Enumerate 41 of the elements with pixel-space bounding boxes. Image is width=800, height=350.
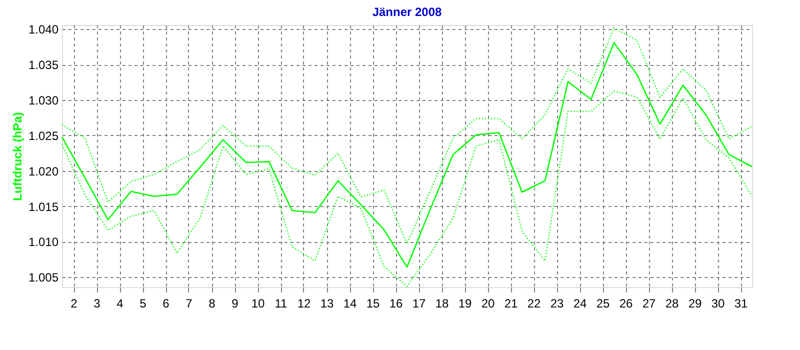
y-tick-label: 1.010	[28, 235, 59, 250]
x-tick-label: 24	[573, 296, 587, 310]
x-tick-label: 14	[343, 296, 357, 310]
y-tick-label: 1.020	[28, 164, 59, 178]
x-tick-label: 5	[140, 296, 147, 310]
y-tick-label: 1.025	[28, 128, 59, 143]
x-tick-label: 13	[320, 296, 334, 310]
x-tick-label: 23	[550, 296, 564, 310]
x-tick-label: 10	[251, 296, 265, 310]
x-tick-label: 9	[232, 296, 239, 310]
x-tick-label: 19	[458, 296, 472, 310]
y-tick-label: 1.040	[28, 22, 59, 37]
x-tick-label: 30	[711, 296, 725, 310]
x-tick-label: 3	[94, 296, 101, 310]
x-tick-label: 25	[596, 296, 610, 310]
x-tick-label: 29	[688, 296, 702, 310]
y-tick-label: 1.005	[28, 270, 59, 285]
x-tick-label: 8	[208, 296, 216, 310]
x-tick-label: 18	[435, 296, 449, 310]
y-tick-label: 1.035	[28, 58, 59, 72]
x-tick-label: 20	[481, 296, 495, 310]
x-tick-label: 15	[366, 296, 380, 310]
x-tick-label: 22	[527, 296, 541, 310]
chart-title: Jänner 2008	[372, 5, 442, 20]
y-tick-label: 1.030	[28, 94, 59, 108]
y-axis-title: Luftdruck (hPa)	[10, 112, 24, 201]
x-tick-label: 11	[274, 296, 288, 310]
x-tick-label: 27	[642, 296, 656, 310]
x-tick-label: 28	[665, 296, 679, 310]
x-tick-label: 21	[504, 296, 518, 310]
line-series	[61, 27, 753, 244]
x-tick-label: 12	[297, 296, 311, 310]
y-tick-label: 1.015	[28, 200, 59, 214]
x-tick-label: 7	[186, 296, 193, 310]
x-tick-label: 26	[619, 296, 633, 310]
x-tick-label: 2	[70, 296, 78, 310]
x-tick-label: 17	[412, 296, 426, 310]
x-tick-label: 16	[389, 296, 403, 310]
x-tick-label: 6	[162, 296, 170, 310]
x-tick-label: 4	[116, 296, 124, 310]
x-tick-label: 31	[734, 296, 748, 310]
